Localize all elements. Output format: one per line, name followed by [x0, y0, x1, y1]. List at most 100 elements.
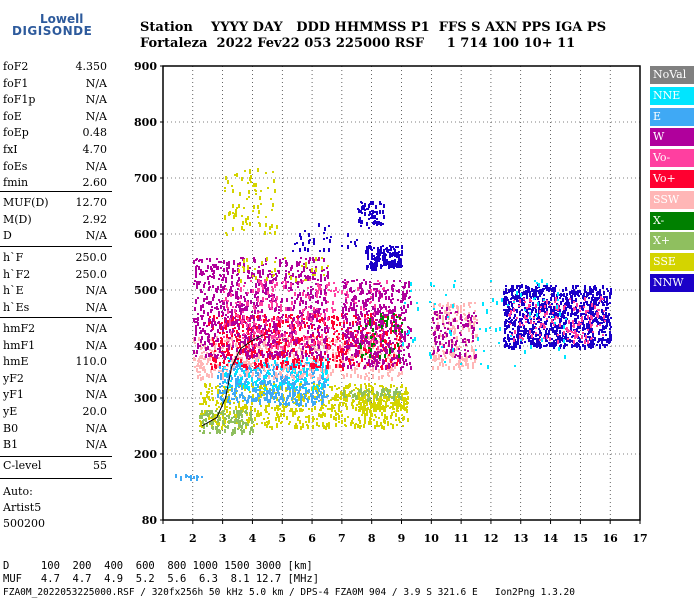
- data-point-ssw: [222, 376, 224, 380]
- data-point-ssw: [243, 361, 245, 365]
- data-point-vominus: [377, 280, 379, 282]
- data-point-w: [312, 297, 314, 299]
- data-point-sse: [299, 408, 301, 412]
- data-point-w: [217, 338, 219, 342]
- data-point-w: [233, 261, 235, 265]
- data-point-voplus: [215, 359, 217, 363]
- data-point-vominus: [278, 318, 280, 320]
- data-point-voplus: [335, 364, 337, 368]
- data-point-w: [285, 277, 287, 279]
- data-point-voplus: [361, 358, 363, 362]
- data-point-vominus: [262, 286, 264, 290]
- data-point-voplus: [338, 351, 340, 355]
- data-point-e: [297, 403, 299, 405]
- data-point-nnw: [586, 323, 588, 327]
- data-point-vominus: [287, 317, 289, 321]
- data-point-xplus: [237, 428, 239, 430]
- data-point-voplus: [231, 348, 233, 350]
- data-point-voplus: [212, 357, 214, 361]
- data-point-vominus: [240, 287, 242, 291]
- data-point-nnw: [570, 322, 572, 324]
- data-point-ssw: [283, 376, 285, 378]
- data-point-ssw: [268, 375, 270, 379]
- data-point-vominus: [234, 309, 236, 313]
- data-point-w: [374, 308, 376, 312]
- data-point-w: [391, 293, 393, 297]
- data-point-w: [205, 270, 207, 272]
- data-point-vominus: [283, 285, 285, 289]
- data-point-sse: [274, 407, 276, 411]
- data-point-voplus: [321, 357, 323, 361]
- data-point-w: [352, 325, 354, 327]
- param-value: N/A: [85, 388, 107, 402]
- data-point-w: [273, 321, 275, 325]
- data-point-w: [265, 283, 267, 287]
- data-point-nnw: [504, 344, 506, 348]
- data-point-nnw: [543, 308, 545, 312]
- data-point-w: [385, 290, 387, 294]
- data-point-vominus: [274, 334, 276, 338]
- data-point-w: [361, 313, 363, 317]
- data-point-voplus: [226, 334, 228, 338]
- data-point-sse: [392, 424, 394, 428]
- data-point-w: [201, 336, 203, 340]
- data-point-xplus: [241, 425, 243, 429]
- data-point-ssw: [258, 355, 260, 359]
- data-point-nnw: [551, 294, 553, 296]
- data-point-w: [203, 322, 205, 326]
- data-point-nnw: [566, 299, 568, 303]
- data-point-sse: [330, 414, 332, 418]
- data-point-voplus: [386, 332, 388, 336]
- data-point-nnw: [601, 340, 603, 344]
- data-point-e: [269, 391, 271, 395]
- data-point-ssw: [372, 374, 374, 376]
- data-point-w: [293, 341, 295, 345]
- data-point-sse: [364, 413, 366, 417]
- data-point-w: [302, 346, 304, 350]
- data-point-vominus: [284, 333, 286, 337]
- data-point-w: [350, 288, 352, 292]
- data-point-nnw: [559, 297, 561, 299]
- data-point-nne: [295, 380, 297, 382]
- data-point-voplus: [360, 325, 362, 327]
- data-point-ssw: [216, 336, 218, 338]
- data-point-nnw: [599, 329, 601, 331]
- legend-item-nne: NNE: [650, 86, 694, 105]
- data-point-sse: [266, 421, 268, 423]
- data-point-nnw: [524, 341, 526, 343]
- param-value: N/A: [85, 438, 107, 452]
- data-point-voplus: [291, 314, 293, 316]
- data-point-vominus: [386, 280, 388, 284]
- data-point-sse: [202, 397, 204, 399]
- data-point-w: [198, 260, 200, 262]
- data-point-e: [301, 386, 303, 388]
- data-point-w: [318, 257, 320, 261]
- data-point-w: [369, 285, 371, 289]
- data-point-w: [374, 315, 376, 317]
- data-point-w: [226, 345, 228, 347]
- data-point-nnw: [610, 326, 612, 328]
- data-point-w: [195, 300, 197, 304]
- data-point-e: [314, 401, 316, 405]
- data-point-vominus: [285, 281, 287, 285]
- data-point-e: [267, 381, 269, 385]
- legend-item-w: W: [650, 128, 694, 147]
- data-point-w: [311, 352, 313, 354]
- data-point-vominus: [242, 337, 244, 339]
- data-point-sse: [381, 412, 383, 414]
- data-point-w: [404, 317, 406, 321]
- data-point-sse: [364, 417, 366, 421]
- data-point-w: [396, 355, 398, 359]
- data-point-voplus: [214, 350, 216, 352]
- data-point-nnw: [588, 312, 590, 314]
- data-point-nnw: [517, 330, 519, 334]
- data-point-w: [206, 302, 208, 304]
- data-point-e: [306, 369, 308, 373]
- data-point-w: [201, 316, 203, 320]
- data-point-nnw: [541, 308, 543, 312]
- data-point-nne: [269, 373, 271, 375]
- data-point-w: [197, 313, 199, 315]
- data-point-w: [260, 276, 262, 278]
- data-point-e: [294, 398, 296, 400]
- data-point-ssw: [293, 354, 295, 358]
